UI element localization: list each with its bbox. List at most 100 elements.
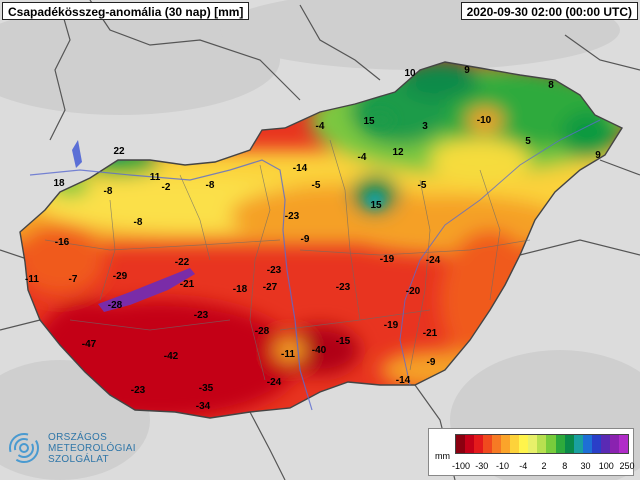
legend-swatch xyxy=(537,435,547,453)
legend-swatch xyxy=(510,435,520,453)
station-values: 22 18 11-2 -8 -8 -8 -4 -14 -5 -23 -9 15 3 10 9 8 -10 5 9 -4… xyxy=(25,65,601,412)
val--5-east: -5 xyxy=(418,180,427,191)
val--22: -22 xyxy=(175,257,190,268)
val-9-east: 9 xyxy=(595,150,601,161)
val--27: -27 xyxy=(263,282,278,293)
val--8-west: -8 xyxy=(104,186,113,197)
val--8-south: -8 xyxy=(134,217,143,228)
legend-tick-label: 2 xyxy=(541,461,547,471)
val--4-center: -4 xyxy=(358,152,367,163)
legend-swatch xyxy=(519,435,529,453)
logo-icon xyxy=(9,433,39,463)
val-15-north: 15 xyxy=(363,116,375,127)
val--34: -34 xyxy=(196,401,211,412)
legend-tick-label: 8 xyxy=(562,461,568,471)
val--14: -14 xyxy=(293,163,308,174)
val-12: 12 xyxy=(392,147,404,158)
legend-unit: mm xyxy=(435,451,450,461)
val--42: -42 xyxy=(164,351,179,362)
val--23-c: -23 xyxy=(194,310,209,321)
val--14-south: -14 xyxy=(396,375,411,386)
val--21-east: -21 xyxy=(423,328,438,339)
legend-tick-label: -30 xyxy=(475,461,489,471)
val--5-center: -5 xyxy=(312,180,321,191)
legend-tick-label: -10 xyxy=(495,461,510,471)
legend: mm -100 -30 -10 -4 2 8 30 100 250 xyxy=(428,428,635,476)
val--19-south: -19 xyxy=(384,320,399,331)
lake-neusiedl xyxy=(72,140,82,168)
val--35: -35 xyxy=(199,383,214,394)
legend-swatch xyxy=(501,435,511,453)
legend-tick-label: -4 xyxy=(519,461,528,471)
legend-tick-label: -100 xyxy=(451,461,471,471)
val--29: -29 xyxy=(113,271,128,282)
legend-swatch xyxy=(564,435,574,453)
val--24-east: -24 xyxy=(426,255,441,266)
legend-swatch xyxy=(546,435,556,453)
val-10: 10 xyxy=(404,68,416,79)
val--23-b: -23 xyxy=(336,282,351,293)
val--4-north: -4 xyxy=(316,121,325,132)
legend-swatch xyxy=(555,435,565,453)
val--21-west: -21 xyxy=(180,279,195,290)
val--8-center: -8 xyxy=(206,180,215,191)
map-title: Csapadékösszeg-anomália (30 nap) [mm] xyxy=(2,2,250,20)
legend-swatch xyxy=(492,435,502,453)
val--10: -10 xyxy=(477,115,492,126)
val--16: -16 xyxy=(55,237,70,248)
val--18: -18 xyxy=(233,284,248,295)
val--2: -2 xyxy=(162,182,171,193)
val-18: 18 xyxy=(53,178,65,189)
val--9-center: -9 xyxy=(301,234,310,245)
val--15: -15 xyxy=(336,336,351,347)
logo-line-1: ORSZÁGOS xyxy=(48,432,108,443)
logo-line-2: METEOROLÓGIAI xyxy=(48,443,136,454)
val-22: 22 xyxy=(113,146,125,157)
val-3: 3 xyxy=(422,121,428,132)
legend-ticks: -100 -30 -10 -4 2 8 30 100 250 xyxy=(447,461,635,473)
val--23-bp: -23 xyxy=(285,211,300,222)
val--19-north: -19 xyxy=(380,254,395,265)
legend-tick-label: 30 xyxy=(580,461,591,471)
legend-swatch xyxy=(600,435,610,453)
val--11-center: -11 xyxy=(281,349,295,360)
legend-tick-label: 100 xyxy=(598,461,614,471)
legend-swatch xyxy=(582,435,592,453)
legend-color-bar xyxy=(455,434,629,454)
legend-swatch xyxy=(528,435,538,453)
tisza-river xyxy=(399,119,601,386)
val--7: -7 xyxy=(69,274,78,285)
legend-tick-label: 250 xyxy=(619,461,635,471)
val-8-east: 8 xyxy=(548,80,554,91)
legend-swatch xyxy=(483,435,493,453)
val--23-a: -23 xyxy=(267,265,282,276)
lake-balaton xyxy=(98,268,195,312)
val-15-center: 15 xyxy=(370,200,382,211)
legend-swatch xyxy=(609,435,619,453)
val--9-south: -9 xyxy=(427,357,436,368)
legend-swatch xyxy=(618,435,628,453)
legend-swatch xyxy=(573,435,583,453)
val--28-west: -28 xyxy=(108,300,123,311)
logo-line-3: SZOLGÁLAT xyxy=(48,454,109,465)
legend-swatch xyxy=(465,435,475,453)
map-datetime: 2020-09-30 02:00 (00:00 UTC) xyxy=(460,2,638,20)
legend-swatch xyxy=(456,435,466,453)
val--24-south: -24 xyxy=(267,377,282,388)
val--20: -20 xyxy=(406,286,421,297)
val--11-west: -11 xyxy=(25,274,39,285)
val--23-sw: -23 xyxy=(131,385,146,396)
val--47: -47 xyxy=(82,339,97,350)
omsz-logo: ORSZÁGOS METEOROLÓGIAI SZOLGÁLAT xyxy=(8,430,158,474)
legend-swatch xyxy=(591,435,601,453)
danube-river xyxy=(29,159,313,411)
val-9-north: 9 xyxy=(464,65,470,76)
country-border xyxy=(19,61,624,419)
val--28-center: -28 xyxy=(255,326,270,337)
val-11-north: 11 xyxy=(150,172,161,183)
val--40: -40 xyxy=(312,345,327,356)
val-5: 5 xyxy=(525,136,531,147)
